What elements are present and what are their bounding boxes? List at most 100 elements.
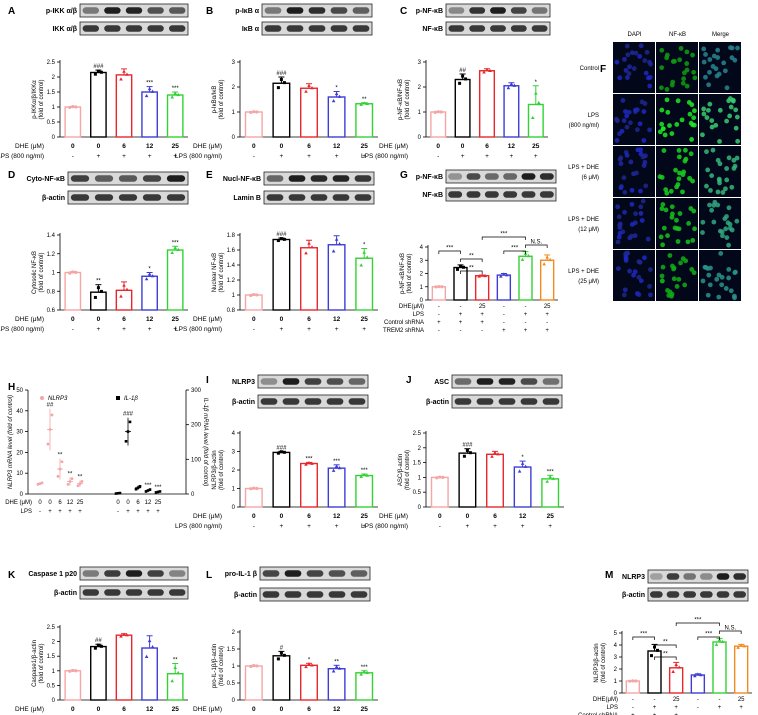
condition-sign: + — [524, 312, 528, 318]
target-blot-band — [510, 7, 527, 14]
right-axis-label: IL-1β mRNA level (fold of control) — [202, 398, 208, 487]
target-blot-band — [348, 378, 366, 385]
y-tick-label: 1 — [232, 487, 236, 493]
significance-label: ** — [663, 640, 668, 646]
cell — [639, 218, 645, 223]
cell — [623, 67, 629, 73]
cell — [681, 169, 687, 175]
cell — [727, 113, 733, 119]
cell — [717, 107, 723, 113]
lps-sign: + — [362, 523, 366, 530]
nlrp3-point — [80, 480, 84, 483]
cell — [690, 52, 695, 58]
y-axis-label-unit: (fold of control) — [219, 252, 225, 292]
target-blot-band — [94, 175, 114, 182]
condition-sign: + — [718, 705, 722, 711]
y-axis-label-unit: (fold of control) — [219, 450, 225, 490]
cell — [665, 233, 670, 239]
lps-sign: + — [280, 153, 284, 160]
condition-sign: + — [674, 713, 678, 715]
dhe-concentration: 0 — [252, 143, 256, 150]
cell — [643, 183, 649, 189]
condition-sign: - — [503, 304, 505, 310]
data-point — [144, 277, 149, 281]
control-blot-band — [168, 25, 186, 32]
target-blot-band — [521, 173, 536, 180]
cell — [700, 278, 706, 284]
cell — [701, 46, 707, 52]
data-point — [526, 254, 531, 258]
data-point — [499, 274, 503, 278]
y-tick-label: 0 — [232, 505, 236, 511]
cell — [731, 293, 737, 299]
bar — [244, 487, 263, 508]
y-tick-label: 1 — [232, 664, 236, 670]
cell — [627, 120, 633, 126]
bar — [244, 111, 263, 138]
cell — [716, 294, 722, 300]
significance-label: * — [363, 243, 366, 249]
significance-label: *** — [511, 246, 519, 252]
cell — [676, 154, 682, 160]
blot-label: Nucl-NF-κB — [223, 176, 261, 183]
bar — [355, 672, 374, 701]
control-blot-band — [82, 25, 100, 32]
control-blot-band — [104, 589, 121, 596]
dhe-row-label: DHE (μM) — [193, 143, 222, 150]
cell — [683, 156, 689, 162]
blots-I: NLRP3 β-actin — [232, 374, 369, 409]
target-blot-band — [266, 175, 284, 182]
dhe-concentration: 0 — [280, 513, 284, 520]
blots-G: p-NF-κB NF-κB — [416, 169, 557, 202]
data-point — [434, 285, 438, 289]
left-tick-label: 20 — [16, 450, 23, 456]
target-blot-band — [520, 378, 538, 385]
data-point — [122, 283, 126, 287]
y-axis-label: Cytosolic NF-κB — [32, 251, 38, 294]
target-blot-band — [352, 7, 370, 14]
condition-row-label: Control shRNA — [384, 320, 424, 326]
data-point — [337, 666, 342, 670]
data-point — [304, 89, 308, 93]
condition-sign: + — [653, 713, 657, 715]
cell — [617, 222, 623, 228]
bar — [539, 259, 555, 301]
cell — [720, 233, 725, 239]
data-point — [548, 257, 552, 262]
cell — [634, 170, 639, 176]
cell — [677, 57, 683, 63]
right-tick-label: 300 — [191, 388, 202, 394]
cell — [660, 264, 666, 270]
significance-label: # — [280, 645, 284, 651]
cell — [709, 124, 715, 130]
data-point — [96, 643, 100, 647]
cell — [707, 202, 712, 208]
bar — [733, 645, 749, 694]
lps-sign: + — [280, 523, 284, 530]
dhe-concentration: 12 — [333, 513, 341, 520]
condition-sign: + — [545, 312, 549, 318]
cell — [635, 147, 641, 153]
bar — [625, 680, 641, 694]
panel-label: B — [206, 6, 213, 17]
blot-label: NLRP3 — [622, 574, 645, 581]
data-point — [365, 255, 369, 259]
dhe-concentration: 0 — [252, 706, 256, 713]
data-point — [119, 294, 123, 298]
bar — [690, 674, 706, 694]
cell — [719, 274, 725, 280]
data-point — [359, 474, 363, 478]
control-blot-band — [539, 191, 554, 198]
significance-bracket — [460, 258, 483, 262]
significance-label: *** — [172, 86, 180, 92]
control-blot-band — [284, 591, 302, 598]
y-tick-label: 1 — [232, 110, 236, 116]
condition-sign: + — [631, 713, 635, 715]
cell — [701, 59, 707, 65]
il1b-point — [158, 490, 162, 493]
y-axis-label-unit: (fold of control) — [405, 79, 411, 119]
data-point — [304, 251, 308, 255]
dhe-concentration: 0 — [252, 316, 256, 323]
data-point — [362, 669, 366, 673]
data-point — [122, 69, 126, 73]
